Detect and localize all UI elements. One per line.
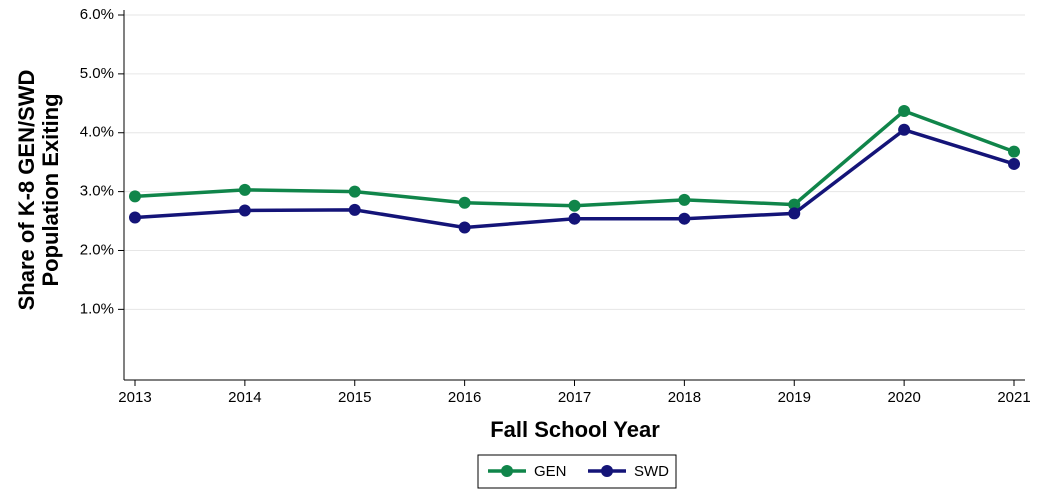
x-tick-label: 2013 <box>118 389 151 406</box>
y-tick-label: 6.0% <box>80 6 114 23</box>
point <box>898 123 911 136</box>
point <box>898 104 911 117</box>
point <box>1008 145 1021 158</box>
point <box>678 193 691 206</box>
x-tick-label: 2018 <box>668 389 701 406</box>
x-axis-title: Fall School Year <box>490 417 660 442</box>
point <box>568 199 581 212</box>
x-tick-label: 2015 <box>338 389 371 406</box>
point <box>128 190 141 203</box>
y-axis-title-line: Share of K-8 GEN/SWD <box>14 70 39 311</box>
point <box>238 204 251 217</box>
point <box>238 183 251 196</box>
y-tick-label: 2.0% <box>80 241 114 258</box>
point <box>458 221 471 234</box>
legend-label: SWD <box>634 463 669 480</box>
legend-marker <box>501 465 513 477</box>
y-axis-title-line: Population Exiting <box>38 93 63 286</box>
point <box>678 212 691 225</box>
point <box>788 207 801 220</box>
point <box>1008 157 1021 170</box>
x-tick-label: 2017 <box>558 389 591 406</box>
y-tick-label: 4.0% <box>80 124 114 141</box>
y-tick-label: 3.0% <box>80 183 114 200</box>
x-tick-label: 2020 <box>887 389 920 406</box>
point <box>788 198 801 211</box>
y-tick-label: 1.0% <box>80 300 114 317</box>
legend-label: GEN <box>534 463 567 480</box>
x-tick-label: 2016 <box>448 389 481 406</box>
y-tick-label: 5.0% <box>80 65 114 82</box>
point <box>348 185 361 198</box>
x-tick-label: 2019 <box>778 389 811 406</box>
legend-marker <box>601 465 613 477</box>
legend: GEN SWD <box>477 454 677 489</box>
x-tick-label: 2021 <box>997 389 1030 406</box>
point <box>458 196 471 209</box>
point <box>568 212 581 225</box>
point <box>128 211 141 224</box>
point <box>348 203 361 216</box>
y-axis-title: Share of K-8 GEN/SWD Population Exiting <box>14 70 63 311</box>
x-tick-label: 2014 <box>228 389 261 406</box>
